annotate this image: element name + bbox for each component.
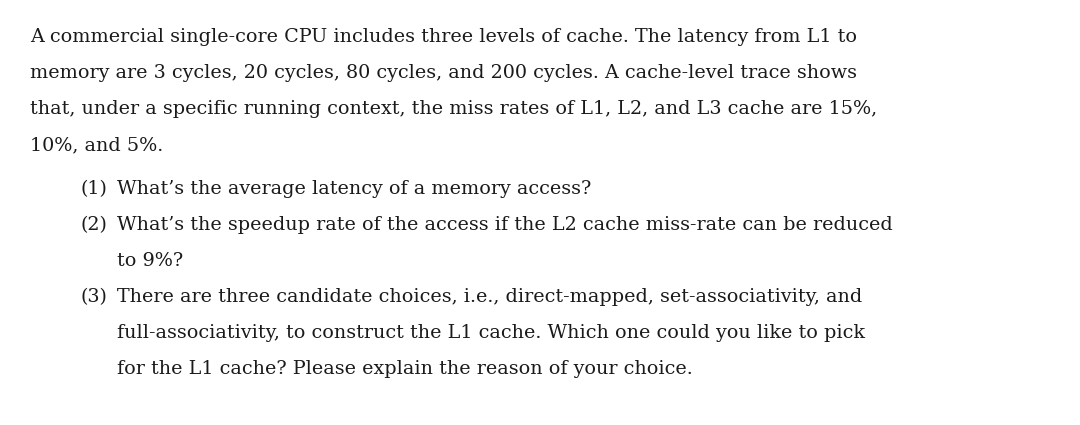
- Text: to 9%?: to 9%?: [117, 252, 184, 270]
- Text: What’s the average latency of a memory access?: What’s the average latency of a memory a…: [117, 180, 591, 198]
- Text: memory are 3 cycles, 20 cycles, 80 cycles, and 200 cycles. A cache-level trace s: memory are 3 cycles, 20 cycles, 80 cycle…: [30, 64, 858, 82]
- Text: for the L1 cache? Please explain the reason of your choice.: for the L1 cache? Please explain the rea…: [117, 360, 692, 378]
- Text: (2): (2): [80, 216, 107, 234]
- Text: What’s the speedup rate of the access if the L2 cache miss-rate can be reduced: What’s the speedup rate of the access if…: [117, 216, 893, 234]
- Text: There are three candidate choices, i.e., direct-mapped, set-associativity, and: There are three candidate choices, i.e.,…: [117, 288, 862, 306]
- Text: full-associativity, to construct the L1 cache. Which one could you like to pick: full-associativity, to construct the L1 …: [117, 324, 865, 342]
- Text: A commercial single-core CPU includes three levels of cache. The latency from L1: A commercial single-core CPU includes th…: [30, 28, 858, 46]
- Text: 10%, and 5%.: 10%, and 5%.: [30, 136, 163, 154]
- Text: (3): (3): [80, 288, 107, 306]
- Text: (1): (1): [80, 180, 107, 198]
- Text: that, under a specific running context, the miss rates of L1, L2, and L3 cache a: that, under a specific running context, …: [30, 100, 877, 118]
